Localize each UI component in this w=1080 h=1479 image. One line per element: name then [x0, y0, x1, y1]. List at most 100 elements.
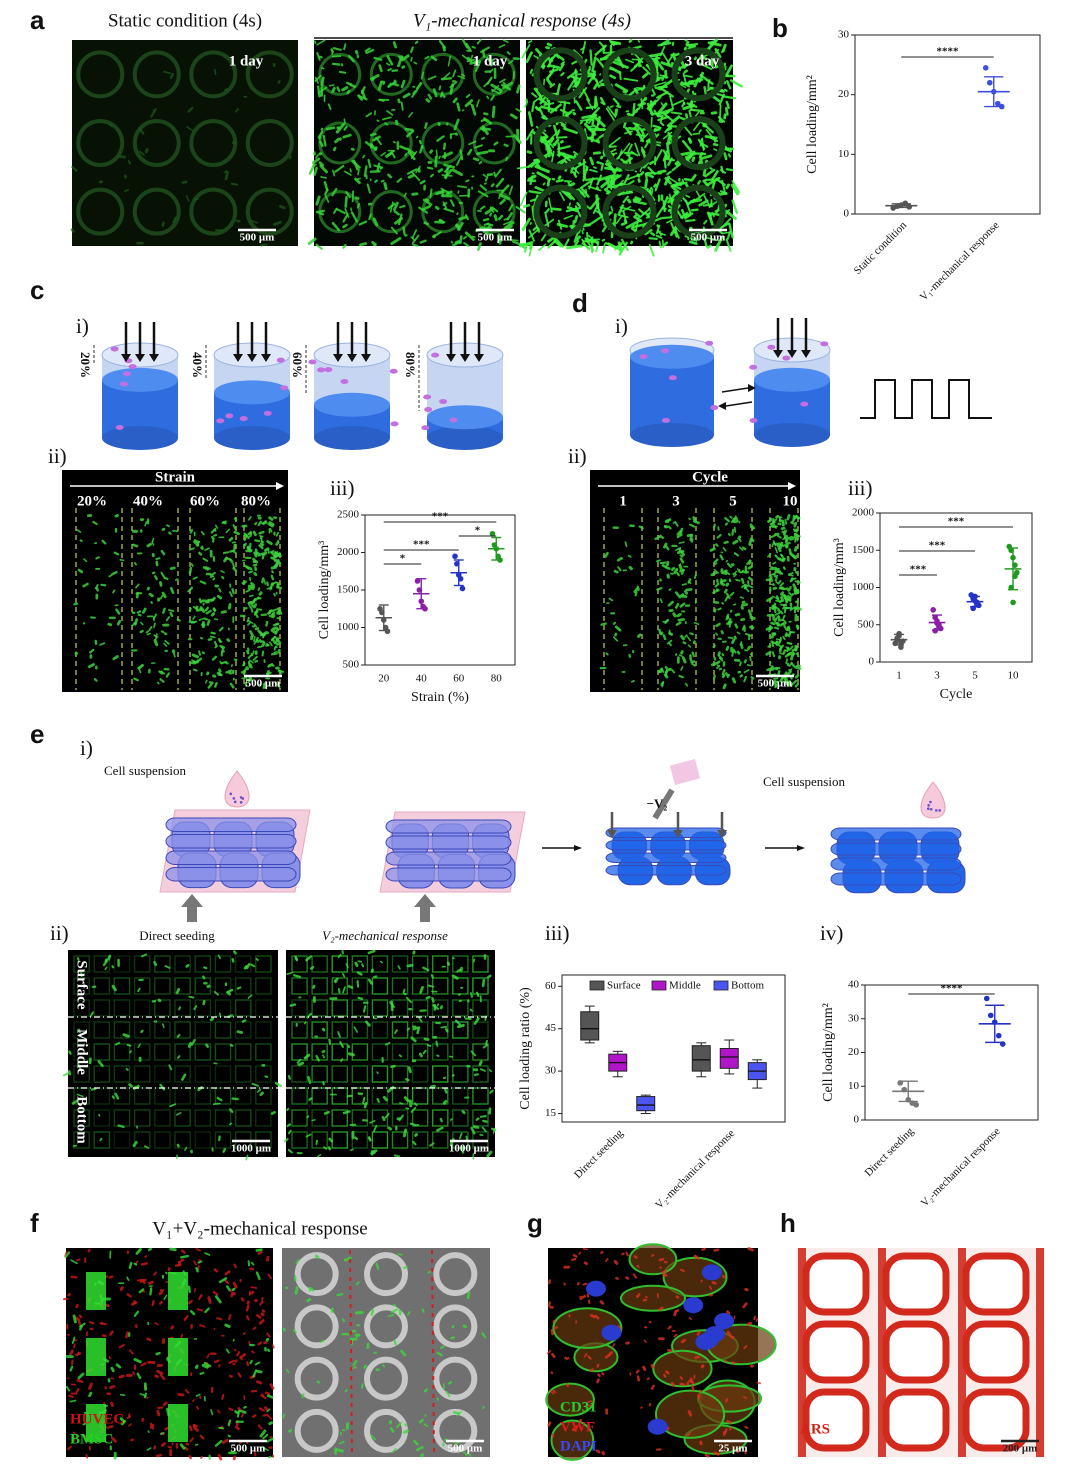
stained-cell: [648, 160, 655, 165]
stained-cell: [691, 1384, 695, 1392]
stained-cell: [774, 554, 780, 560]
stained-cell: [293, 974, 301, 978]
stained-cell: [742, 546, 747, 551]
stained-cell: [255, 1271, 261, 1281]
stained-cell: [458, 1132, 463, 1140]
stained-cell: [732, 539, 739, 545]
stained-cell: [716, 660, 721, 665]
stained-cell: [322, 1081, 325, 1086]
stained-cell: [558, 63, 565, 72]
stained-cell: [189, 1310, 196, 1316]
stained-cell: [479, 205, 486, 210]
stained-cell: [581, 188, 590, 198]
pore-outline: [472, 1087, 489, 1105]
stained-cell: [347, 1044, 351, 1049]
stained-cell: [227, 1434, 231, 1438]
stained-cell: [443, 207, 455, 213]
stained-cell: [794, 580, 801, 584]
stained-cell: [257, 1341, 263, 1346]
stained-cell: [768, 627, 773, 633]
day-label: 3 day: [685, 53, 720, 69]
y-tick-label: 500: [343, 659, 360, 671]
stained-cell: [258, 591, 263, 596]
nucleus: [701, 1264, 722, 1281]
stained-cell: [257, 520, 262, 527]
stained-cell: [657, 527, 660, 530]
pore-outline: [154, 977, 171, 995]
stained-cell: [499, 78, 506, 84]
pore-outline: [194, 955, 212, 973]
stained-cell: [130, 1301, 137, 1306]
stained-cell: [144, 148, 149, 154]
stained-cell: [747, 645, 751, 650]
stained-cell: [411, 192, 419, 196]
stained-cell: [540, 105, 558, 112]
stained-cell: [600, 162, 604, 171]
pore: [671, 116, 726, 170]
stained-cell: [213, 533, 218, 537]
pore-outline: [291, 1021, 308, 1039]
stained-cell: [181, 180, 188, 184]
scale-bar-label: 500 μm: [448, 1443, 483, 1455]
stained-cell: [76, 1093, 84, 1098]
pore-outline: [291, 977, 308, 995]
stained-cell: [359, 242, 368, 247]
stained-cell: [216, 594, 223, 600]
stained-cell: [630, 65, 638, 72]
stained-cell: [276, 586, 283, 590]
stained-cell: [600, 180, 609, 189]
fiber: [830, 857, 962, 871]
stained-cell: [210, 612, 216, 617]
stained-cell: [628, 90, 635, 97]
stained-cell: [774, 567, 780, 571]
pore: [364, 1304, 408, 1349]
stained-cell: [739, 674, 744, 678]
pore-outline: [391, 1043, 409, 1061]
stained-cell: [748, 539, 752, 546]
pore-outline: [93, 1043, 111, 1061]
stained-cell: [214, 682, 218, 688]
stained-cell: [343, 118, 346, 124]
stained-cell: [414, 1133, 418, 1137]
stained-cell: [316, 51, 321, 61]
stained-cell: [659, 534, 664, 540]
stained-cell: [779, 644, 785, 650]
stained-cell: [648, 1402, 652, 1407]
stained-cell: [393, 1339, 397, 1346]
stained-cell: [108, 574, 113, 578]
stained-cell: [490, 83, 502, 92]
pore-outline: [411, 999, 429, 1017]
stained-cell: [419, 986, 424, 994]
stained-cell: [422, 198, 433, 206]
stained-cell: [744, 1450, 747, 1455]
stained-cell: [224, 88, 229, 91]
up-arrow: [414, 894, 436, 907]
pore: [294, 1356, 339, 1401]
stained-cell: [180, 1333, 184, 1339]
stained-cell: [742, 1302, 748, 1309]
stained-cell: [586, 231, 589, 243]
stained-cell: [250, 606, 254, 613]
stained-cell: [420, 71, 425, 80]
stained-cell: [163, 1294, 168, 1301]
y-tick-label: 45: [545, 1022, 557, 1034]
stained-cell: [771, 679, 776, 686]
stained-cell: [697, 180, 701, 185]
pore-outline: [371, 1021, 389, 1039]
stained-cell: [334, 164, 345, 173]
stained-cell: [342, 133, 352, 139]
stained-cell: [315, 209, 325, 214]
compression-label: 80%: [403, 352, 418, 378]
pore-outline: [371, 1109, 389, 1127]
stained-cell: [423, 1423, 429, 1428]
stained-cell: [581, 40, 587, 54]
stained-cell: [71, 1099, 79, 1105]
stained-cell: [193, 198, 199, 201]
stained-cell: [126, 1276, 130, 1281]
stained-cell: [72, 1314, 77, 1324]
stained-cell: [786, 514, 791, 521]
stained-cell: [69, 1399, 77, 1403]
stained-cell: [614, 83, 629, 93]
stained-cell: [586, 1293, 590, 1298]
cell: [424, 407, 433, 413]
